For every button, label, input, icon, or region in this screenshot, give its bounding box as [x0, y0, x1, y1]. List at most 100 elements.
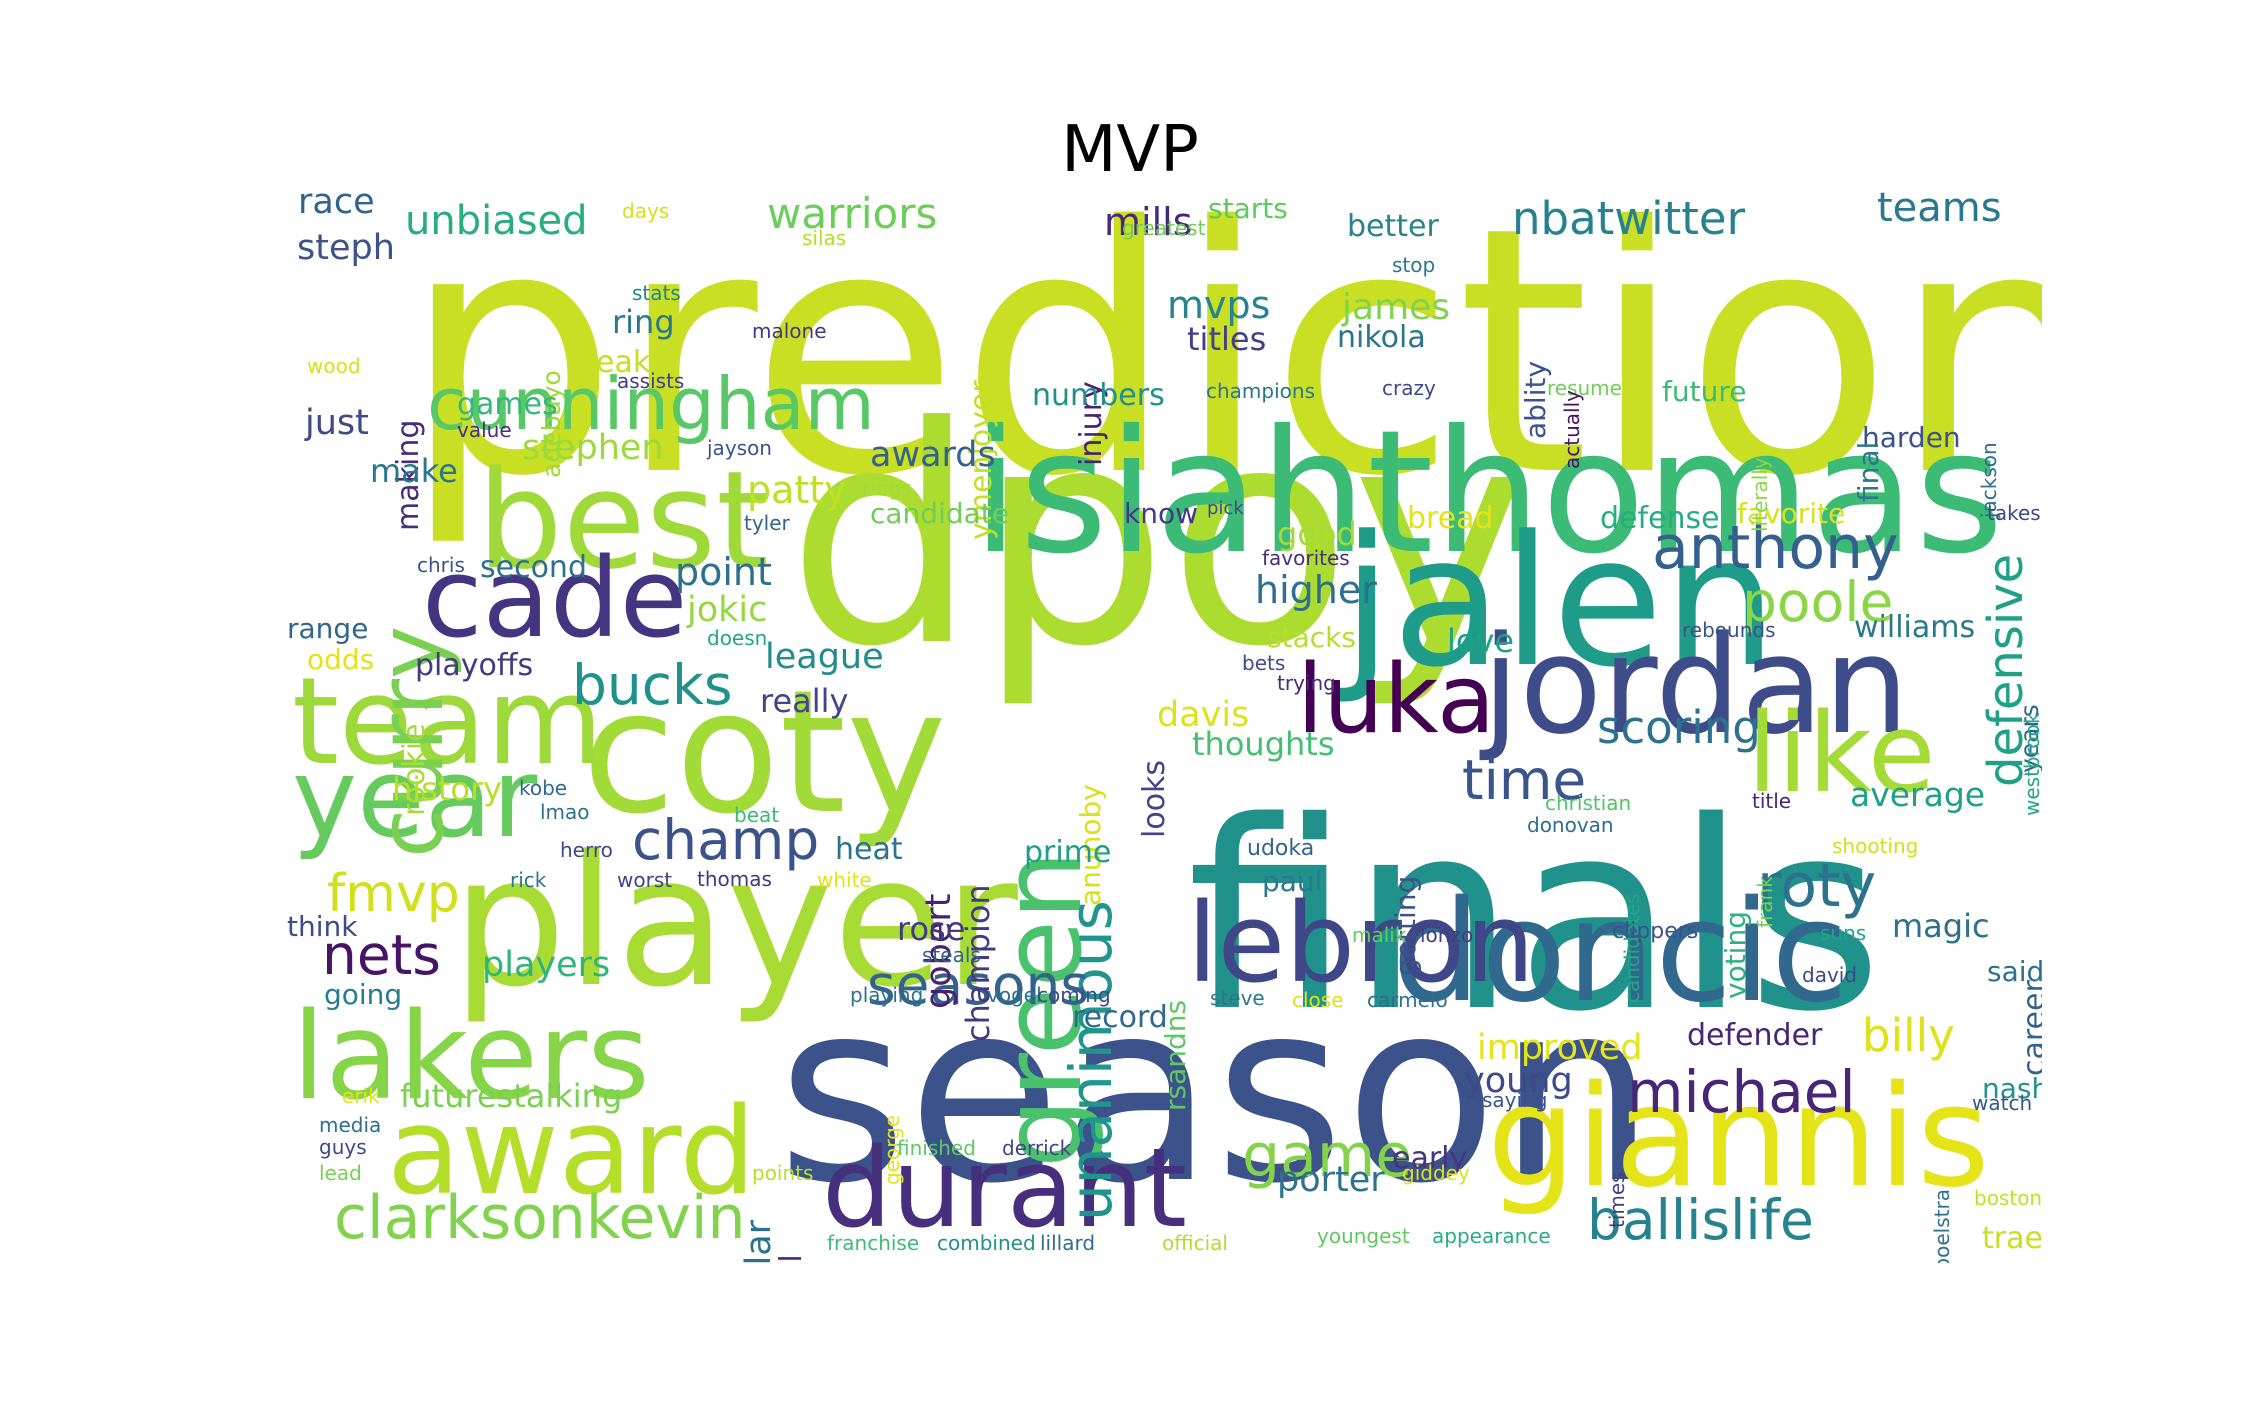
- word-stop: stop: [1392, 253, 1436, 277]
- word-ablity: ablity: [1519, 360, 1552, 439]
- word-said: said: [1987, 955, 2042, 988]
- word-rebounds: rebounds: [1682, 618, 1776, 642]
- word-jordan: jordan: [1482, 607, 1910, 764]
- word-steve: steve: [1210, 986, 1265, 1010]
- word-frank: frank: [1753, 876, 1777, 928]
- word-starts: starts: [1208, 192, 1288, 225]
- word-silas: silas: [802, 226, 847, 250]
- word-odds: odds: [307, 643, 375, 676]
- word-doncic: doncic: [1392, 871, 1849, 1034]
- word-voting: voting: [1719, 910, 1752, 999]
- word-magic: magic: [1892, 907, 1990, 945]
- word-range: range: [287, 612, 369, 645]
- word-malone: malone: [752, 319, 827, 343]
- word-team: team: [292, 653, 604, 792]
- word-donovan: donovan: [1527, 813, 1614, 837]
- word-improved: improved: [1477, 1028, 1643, 1068]
- word-lmao: lmao: [540, 800, 590, 824]
- word-giannis: giannis: [1487, 1056, 1990, 1219]
- word-history: history: [392, 770, 503, 808]
- word-rick: rick: [510, 868, 547, 892]
- word-rose: rose: [897, 910, 966, 948]
- word-udoka: udoka: [1247, 836, 1315, 861]
- word-final: final: [1852, 441, 1885, 502]
- word-trae: trae: [1982, 1221, 2042, 1256]
- word-stephen: stephen: [522, 428, 664, 468]
- word-best: best: [477, 442, 770, 599]
- word-stacks: stacks: [1267, 621, 1356, 654]
- word-record: record: [1072, 1000, 1168, 1035]
- word-better: better: [1347, 209, 1439, 244]
- word-watch: watch: [1972, 1091, 2033, 1115]
- word-love: love: [1447, 622, 1515, 660]
- word-carmelo: carmelo: [1367, 988, 1448, 1012]
- word-favorite: favorite: [1737, 497, 1846, 530]
- word-nikola: nikola: [1337, 320, 1426, 355]
- word-just: just: [305, 403, 369, 443]
- word-doesn: doesn: [707, 626, 768, 650]
- word-jalen: jalen: [1342, 498, 1778, 707]
- word-seasons: seasons: [867, 953, 1090, 1017]
- word-trying: trying: [1277, 671, 1336, 695]
- word-crazy: crazy: [1382, 376, 1436, 400]
- word-award: award: [387, 1083, 756, 1222]
- word-herro: herro: [560, 838, 613, 862]
- word-williams: williams: [1854, 610, 1976, 645]
- word-winning: winning: [299, 1262, 334, 1263]
- word-appearance: appearance: [1432, 1224, 1551, 1248]
- word-paul: paul: [1262, 865, 1323, 898]
- word-assists: assists: [617, 369, 685, 393]
- word-second: second: [480, 550, 587, 585]
- word-vogel: vogel: [987, 983, 1042, 1007]
- word-young: young: [1464, 1061, 1573, 1101]
- word-unbiased: unbiased: [405, 198, 588, 244]
- word-player: player: [452, 818, 1018, 1027]
- word-year: year: [292, 734, 538, 862]
- word-close: close: [1292, 988, 1344, 1012]
- word-regular: regular: [739, 1220, 779, 1263]
- word-literally: literally: [1748, 457, 1772, 532]
- word-steph: steph: [297, 228, 395, 268]
- word-nash: nash: [1982, 1072, 2042, 1105]
- word-worst: worst: [617, 868, 673, 892]
- word-champions: champions: [1206, 379, 1315, 403]
- word-official: official: [1162, 1231, 1228, 1255]
- word-coming: coming: [1037, 983, 1111, 1007]
- word-coty: coty: [582, 654, 947, 852]
- word-ballislife: ballislife: [1587, 1188, 1814, 1252]
- word-peak: peak: [577, 345, 651, 380]
- word-saying: saying: [1482, 1088, 1548, 1112]
- word-isiahthomas: isiahthomas: [972, 394, 2004, 592]
- word-lonzo: lonzo: [1420, 923, 1474, 947]
- word-awards: awards: [870, 435, 996, 475]
- word-westbrook: westbrook: [2020, 712, 2042, 816]
- word-like: like: [1747, 689, 1936, 817]
- word-mvps: mvps: [1167, 283, 1271, 327]
- word-resume: resume: [1547, 376, 1622, 400]
- word-looks: looks: [1137, 759, 1172, 838]
- word-white: white: [817, 868, 872, 892]
- word-points: points: [752, 1161, 814, 1185]
- word-nets: nets: [322, 923, 441, 987]
- word-futurestalking: futurestalking: [400, 1077, 623, 1115]
- word-numbers: numbers: [1032, 378, 1165, 413]
- word-ring: ring: [612, 303, 675, 341]
- word-heat: heat: [835, 832, 903, 867]
- word-malik: malik: [1352, 923, 1407, 947]
- word-takes: takes: [1987, 501, 2041, 525]
- word-players: players: [482, 945, 611, 985]
- word-finals: finals: [1187, 767, 1883, 1069]
- word-future: future: [1662, 375, 1747, 408]
- word-jokic: jokic: [687, 590, 768, 630]
- word-early: early: [1392, 1141, 1468, 1176]
- word-james: james: [1342, 287, 1451, 328]
- word-think: think: [287, 910, 358, 943]
- word-playoffs: playoffs: [415, 648, 534, 683]
- word-really: really: [760, 682, 849, 720]
- word-david: david: [1802, 963, 1858, 987]
- word-predictions: predictions: [402, 188, 2042, 551]
- figure-title: MVP: [1061, 113, 1199, 187]
- word-cunningham: cunningham: [427, 362, 875, 446]
- word-good: good: [1277, 515, 1357, 553]
- word-giddey: giddey: [1402, 1161, 1470, 1185]
